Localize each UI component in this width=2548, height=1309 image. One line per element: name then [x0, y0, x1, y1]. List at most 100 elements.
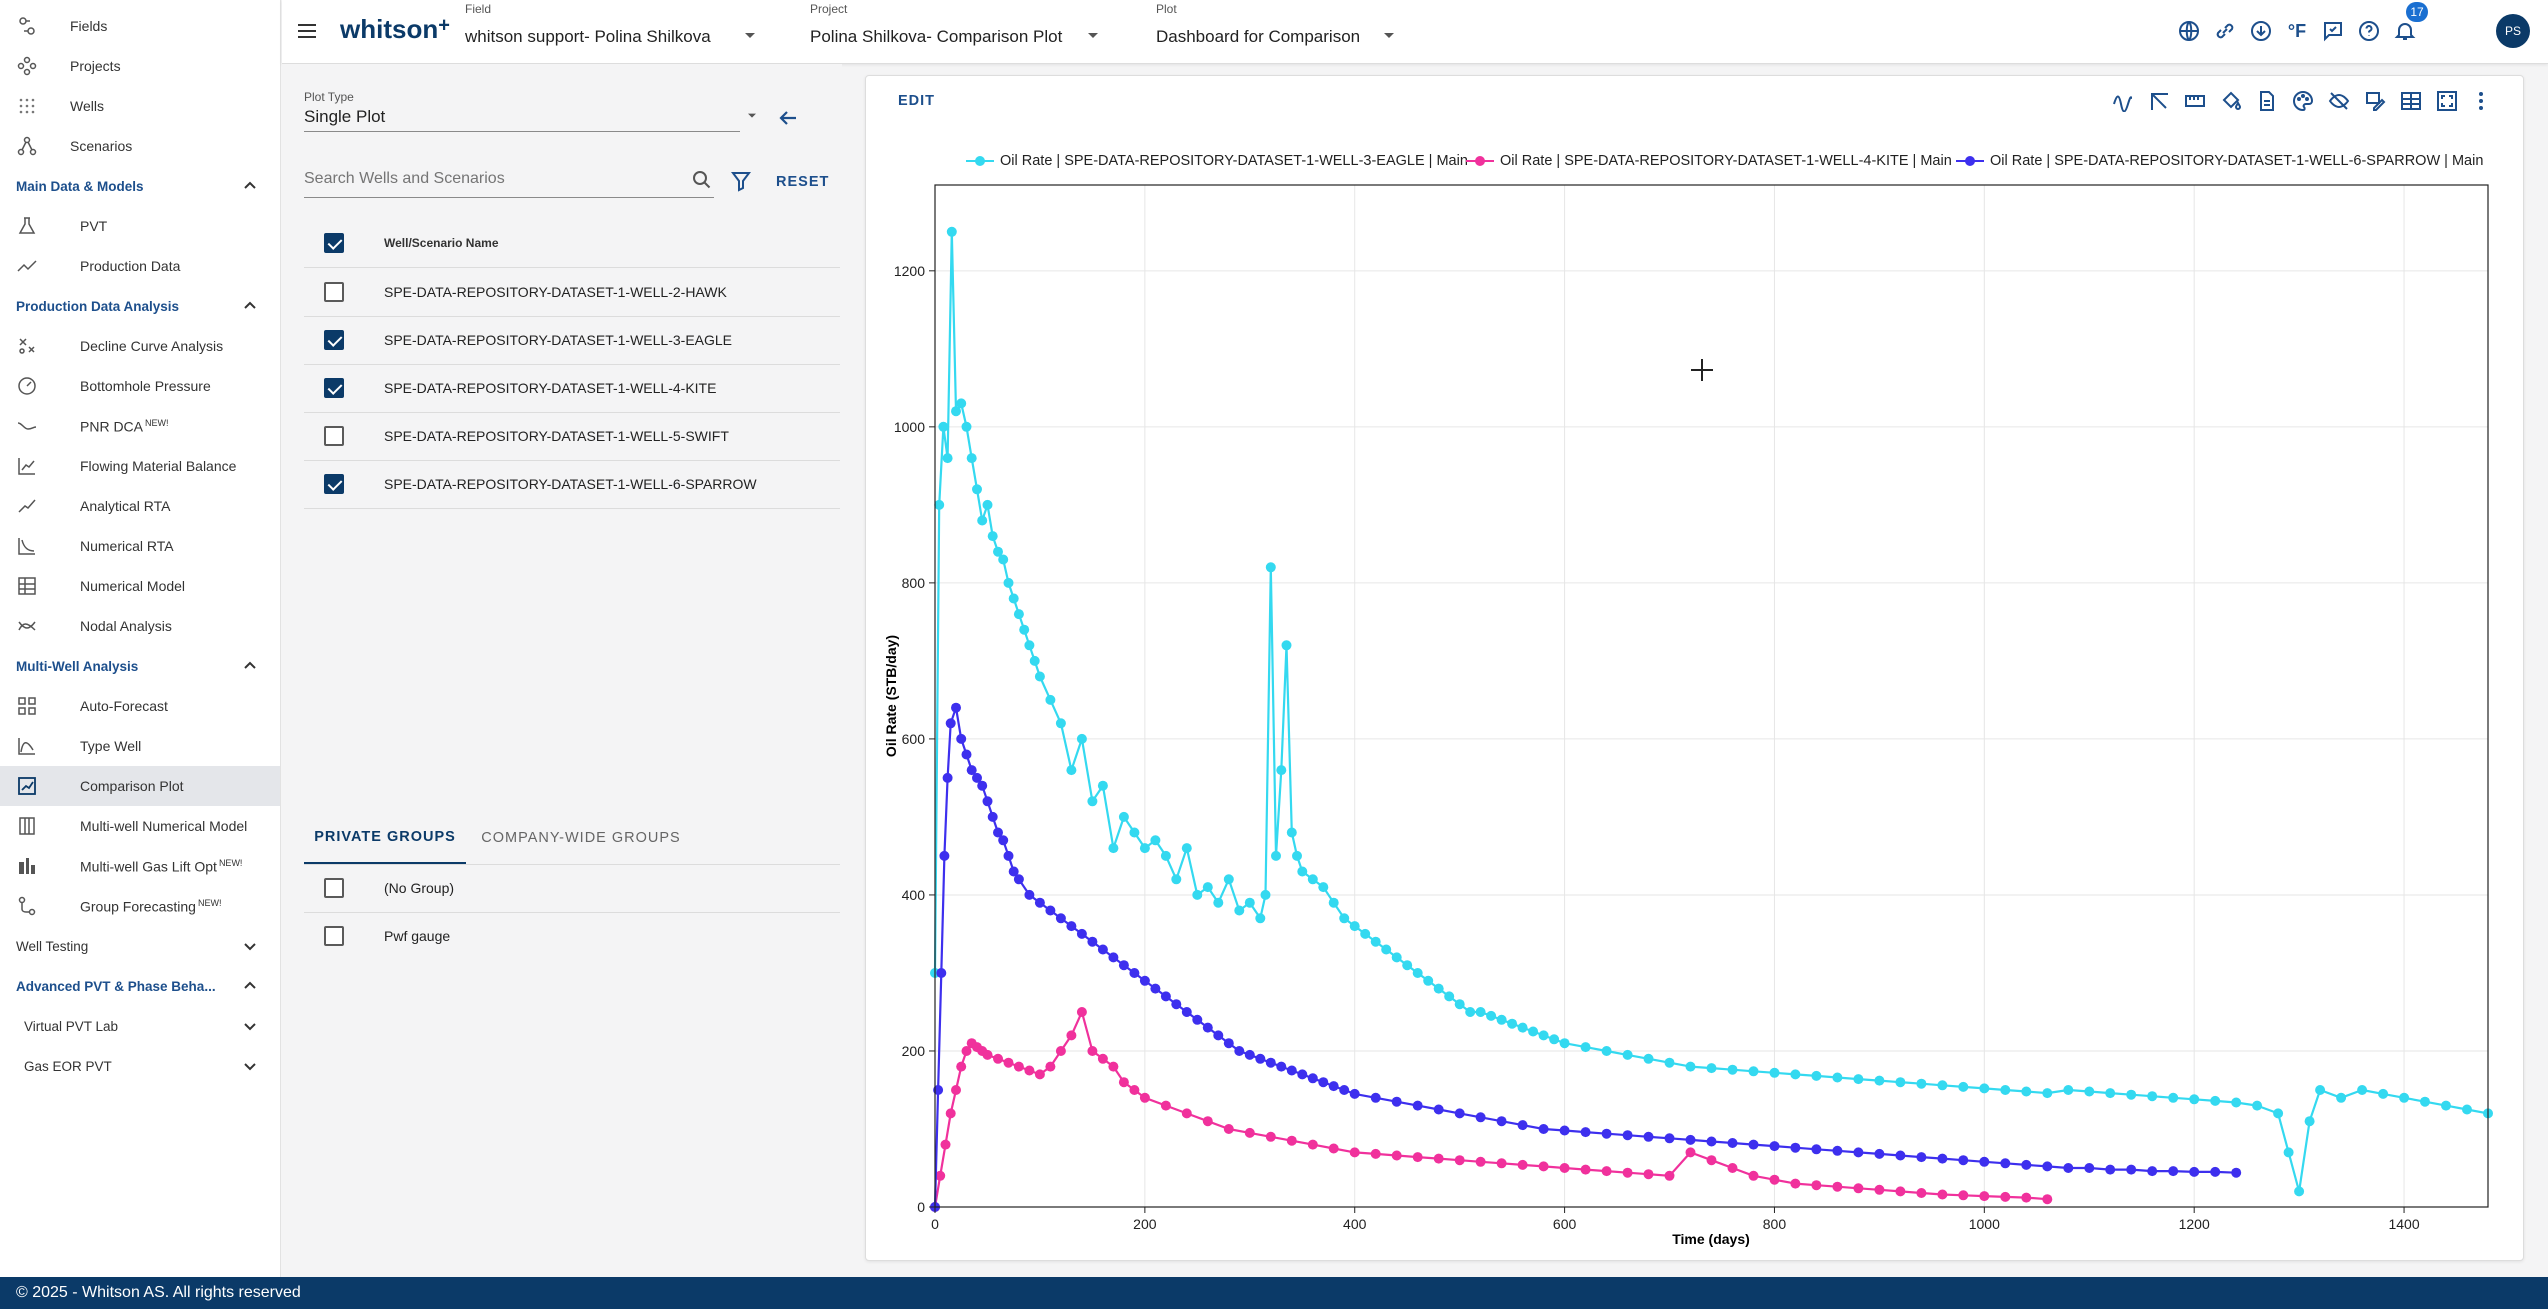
sidebar-item-decline-curve-analysis[interactable]: Decline Curve Analysis	[0, 326, 280, 366]
well-checkbox[interactable]	[324, 474, 344, 494]
data-point	[1811, 1144, 1822, 1155]
data-point	[1223, 1124, 1234, 1134]
section-gas-eor-pvt[interactable]: Gas EOR PVT	[0, 1046, 280, 1086]
well-row[interactable]: SPE-DATA-REPOSITORY-DATASET-1-WELL-5-SWI…	[304, 412, 840, 460]
sidebar-item-type-well[interactable]: Type Well	[0, 726, 280, 766]
palette-icon[interactable]	[2288, 86, 2318, 116]
data-point	[2063, 1163, 2074, 1173]
sidebar-item-label: Fields	[70, 18, 108, 34]
well-checkbox[interactable]	[324, 426, 344, 446]
sidebar-item-scenarios[interactable]: Scenarios	[0, 126, 280, 166]
sidebar-item-fields[interactable]: Fields	[0, 6, 280, 46]
sidebar-item-comparison-plot[interactable]: Comparison Plot	[0, 766, 280, 806]
data-point	[1391, 1096, 1402, 1107]
section-advanced-pvt[interactable]: Advanced PVT & Phase Beha...	[0, 966, 280, 1006]
group-row[interactable]: (No Group)	[304, 864, 840, 912]
whitson-logo[interactable]: whitson+	[340, 14, 450, 48]
help-icon[interactable]	[2354, 16, 2384, 46]
well-row[interactable]: SPE-DATA-REPOSITORY-DATASET-1-WELL-2-HAW…	[304, 268, 840, 316]
reset-button[interactable]: RESET	[776, 173, 829, 193]
sidebar-item-flowing-material-balance[interactable]: Flowing Material Balance	[0, 446, 280, 486]
sidebar-item-pnr-dca[interactable]: PNR DCA NEW!	[0, 406, 280, 446]
sidebar-item-projects[interactable]: Projects	[0, 46, 280, 86]
oil-rate-chart[interactable]: 0 200 400 600 800 1000 1200 1400 0 200 400 600 800 10…	[866, 76, 2525, 1262]
field-select[interactable]: Field whitson support- Polina Shilkova	[465, 0, 767, 64]
feedback-icon[interactable]	[2318, 16, 2348, 46]
data-point	[993, 546, 1003, 557]
well-row[interactable]: SPE-DATA-REPOSITORY-DATASET-1-WELL-3-EAG…	[304, 316, 840, 364]
hide-icon[interactable]	[2324, 86, 2354, 116]
sidebar-item-analytical-rta[interactable]: Analytical RTA	[0, 486, 280, 526]
sidebar-item-auto-forecast[interactable]: Auto-Forecast	[0, 686, 280, 726]
sidebar-item-numerical-model[interactable]: Numerical Model	[0, 566, 280, 606]
sidebar-item-numerical-rta[interactable]: Numerical RTA	[0, 526, 280, 566]
project-select[interactable]: Project Polina Shilkova- Comparison Plot	[810, 0, 1110, 64]
search-field[interactable]	[304, 164, 714, 198]
data-point	[1874, 1148, 1885, 1159]
section-virtual-pvt-lab[interactable]: Virtual PVT Lab	[0, 1006, 280, 1046]
search-input[interactable]	[304, 164, 674, 194]
fit-screen-icon[interactable]	[2432, 86, 2462, 116]
well-checkbox[interactable]	[324, 378, 344, 398]
back-arrow-icon[interactable]	[776, 106, 802, 132]
plot-select[interactable]: Plot Dashboard for Comparison	[1156, 0, 1396, 64]
avatar[interactable]: PS	[2496, 14, 2530, 48]
group-checkbox[interactable]	[324, 878, 344, 898]
legend-item-eagle[interactable]: Oil Rate | SPE-DATA-REPOSITORY-DATASET-1…	[966, 152, 1468, 170]
data-point	[1391, 1150, 1402, 1161]
search-icon[interactable]	[692, 170, 712, 190]
paint-bucket-icon[interactable]	[2216, 86, 2246, 116]
data-point	[1748, 1170, 1759, 1181]
chevron-down-icon	[244, 943, 256, 951]
well-checkbox[interactable]	[324, 330, 344, 350]
trend-icon	[16, 256, 38, 276]
well-row[interactable]: SPE-DATA-REPOSITORY-DATASET-1-WELL-6-SPA…	[304, 460, 840, 508]
sidebar-item-multi-well-gas-lift-opt[interactable]: Multi-well Gas Lift Opt NEW!	[0, 846, 280, 886]
sidebar-item-group-forecasting[interactable]: Group Forecasting NEW!	[0, 886, 280, 926]
section-main-data-models[interactable]: Main Data & Models	[0, 166, 280, 206]
table-icon[interactable]	[2396, 86, 2426, 116]
tab-private-groups[interactable]: PRIVATE GROUPS	[304, 812, 466, 864]
download-icon[interactable]	[2246, 16, 2276, 46]
sidebar-item-bottomhole-pressure[interactable]: Bottomhole Pressure	[0, 366, 280, 406]
axis-scale-icon[interactable]	[2144, 86, 2174, 116]
group-checkbox[interactable]	[324, 926, 344, 946]
plot-type-select[interactable]: Plot Type Single Plot	[304, 90, 756, 132]
menu-icon[interactable]	[296, 20, 318, 42]
logo-plus: +	[438, 14, 450, 37]
annotate-icon[interactable]	[2360, 86, 2390, 116]
section-multi-well-analysis[interactable]: Multi-Well Analysis	[0, 646, 280, 686]
sidebar-item-pvt[interactable]: PVT	[0, 206, 280, 246]
curve-icon[interactable]	[2108, 86, 2138, 116]
data-point	[982, 796, 993, 807]
well-row[interactable]: SPE-DATA-REPOSITORY-DATASET-1-WELL-4-KIT…	[304, 364, 840, 412]
temperature-units-icon[interactable]: °F	[2282, 16, 2312, 46]
legend-swatch	[1466, 154, 1494, 168]
section-production-data-analysis[interactable]: Production Data Analysis	[0, 286, 280, 326]
data-point	[1517, 1159, 1528, 1170]
sidebar-item-wells[interactable]: Wells	[0, 86, 280, 126]
well-checkbox[interactable]	[324, 282, 344, 302]
legend-item-kite[interactable]: Oil Rate | SPE-DATA-REPOSITORY-DATASET-1…	[1466, 152, 1952, 170]
select-all-checkbox[interactable]	[324, 233, 344, 253]
notifications-icon[interactable]: 17	[2390, 2, 2428, 46]
group-row[interactable]: Pwf gauge	[304, 912, 840, 960]
document-icon[interactable]	[2252, 86, 2282, 116]
new-badge: NEW!	[218, 857, 243, 868]
sidebar-item-production-data[interactable]: Production Data	[0, 246, 280, 286]
more-options-icon[interactable]	[2466, 86, 2496, 116]
edit-button[interactable]: EDIT	[898, 92, 935, 112]
ruler-icon[interactable]	[2180, 86, 2210, 116]
sidebar-item-nodal-analysis[interactable]: Nodal Analysis	[0, 606, 280, 646]
globe-icon[interactable]	[2174, 16, 2204, 46]
data-point	[1727, 1064, 1738, 1075]
legend-item-sparrow[interactable]: Oil Rate | SPE-DATA-REPOSITORY-DATASET-1…	[1956, 152, 2483, 170]
tab-company-wide-groups[interactable]: COMPANY-WIDE GROUPS	[476, 812, 686, 864]
filter-icon[interactable]	[730, 170, 754, 194]
sidebar-item-label: Nodal Analysis	[80, 618, 172, 634]
section-well-testing[interactable]: Well Testing	[0, 926, 280, 966]
sidebar-item-multi-well-numerical-model[interactable]: Multi-well Numerical Model	[0, 806, 280, 846]
data-point	[945, 718, 956, 729]
data-point	[1706, 1155, 1717, 1166]
link-icon[interactable]	[2210, 16, 2240, 46]
